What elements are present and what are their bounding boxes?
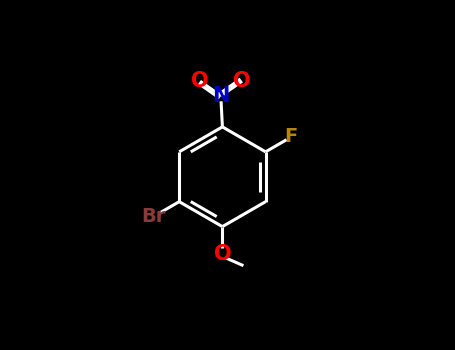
Text: Br: Br <box>142 207 166 226</box>
Text: O: O <box>213 244 231 264</box>
Text: N: N <box>212 86 230 106</box>
Text: O: O <box>191 71 209 91</box>
Text: O: O <box>233 71 251 91</box>
Text: F: F <box>285 127 298 147</box>
